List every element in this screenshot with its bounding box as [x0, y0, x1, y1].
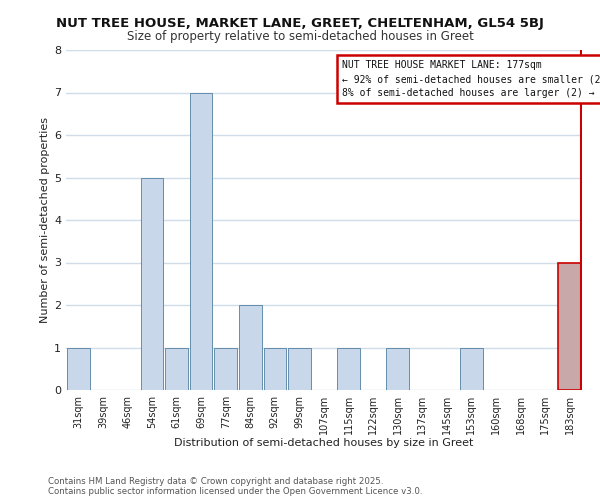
Bar [239, 305, 262, 390]
Text: NUT TREE HOUSE, MARKET LANE, GREET, CHELTENHAM, GL54 5BJ: NUT TREE HOUSE, MARKET LANE, GREET, CHEL… [56, 18, 544, 30]
Text: NUT TREE HOUSE MARKET LANE: 177sqm
← 92% of semi-detached houses are smaller (23: NUT TREE HOUSE MARKET LANE: 177sqm ← 92%… [342, 60, 600, 98]
Bar [190, 92, 212, 390]
Bar [337, 348, 360, 390]
Text: Size of property relative to semi-detached houses in Greet: Size of property relative to semi-detach… [127, 30, 473, 43]
Bar [559, 262, 581, 390]
Bar [214, 348, 237, 390]
Bar [263, 348, 286, 390]
Text: Contains public sector information licensed under the Open Government Licence v3: Contains public sector information licen… [48, 486, 422, 496]
Bar [288, 348, 311, 390]
Y-axis label: Number of semi-detached properties: Number of semi-detached properties [40, 117, 50, 323]
Text: Contains HM Land Registry data © Crown copyright and database right 2025.: Contains HM Land Registry data © Crown c… [48, 476, 383, 486]
Bar [140, 178, 163, 390]
Bar [386, 348, 409, 390]
Bar [165, 348, 188, 390]
Bar [67, 348, 89, 390]
Bar [460, 348, 483, 390]
X-axis label: Distribution of semi-detached houses by size in Greet: Distribution of semi-detached houses by … [175, 438, 473, 448]
